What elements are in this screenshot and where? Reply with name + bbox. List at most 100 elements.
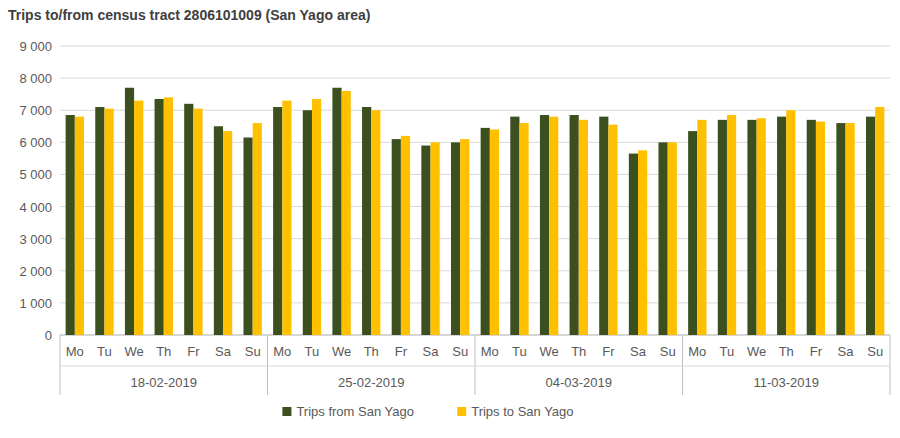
bar [490, 129, 499, 335]
bar [431, 142, 440, 335]
bar [332, 88, 341, 335]
bar [312, 99, 321, 335]
x-tick-label: Fr [810, 344, 823, 359]
bar [460, 139, 469, 335]
x-tick-label: Fr [602, 344, 615, 359]
group-label: 04-03-2019 [546, 375, 613, 390]
title: Trips to/from census tract 2806101009 (S… [8, 7, 370, 23]
bar [777, 117, 786, 335]
group-separator [890, 335, 891, 395]
bar [401, 136, 410, 335]
y-tick-label: 6 000 [19, 135, 52, 150]
y-tick-label: 4 000 [19, 200, 52, 215]
y-tick-label: 2 000 [19, 264, 52, 279]
legend-swatch [282, 407, 291, 416]
bar [481, 128, 490, 335]
group-label: 25-02-2019 [338, 375, 405, 390]
y-tick-label: 3 000 [19, 232, 52, 247]
x-tick-label: Su [867, 344, 883, 359]
x-tick-label: Sa [423, 344, 440, 359]
y-tick-label: 9 000 [19, 39, 52, 54]
x-tick-label: We [747, 344, 766, 359]
group-separator [267, 335, 268, 395]
bar [599, 117, 608, 335]
bar [342, 91, 351, 335]
bar [243, 138, 252, 335]
bar [303, 110, 312, 335]
bar [786, 110, 795, 335]
x-tick-label: Fr [187, 344, 200, 359]
x-tick-label: Mo [273, 344, 291, 359]
bar [816, 121, 825, 335]
x-tick-label: Mo [481, 344, 499, 359]
bar [519, 123, 528, 335]
x-tick-label: Su [245, 344, 261, 359]
group-label: 11-03-2019 [753, 375, 819, 390]
group-separator [682, 335, 683, 395]
bar [164, 97, 173, 335]
bar [757, 118, 766, 335]
y-tick-label: 8 000 [19, 71, 52, 86]
chart: Trips to/from census tract 2806101009 (S… [0, 0, 900, 438]
bar [421, 146, 430, 335]
grid-line [60, 46, 890, 47]
bar [134, 101, 143, 335]
legend-swatch [457, 407, 466, 416]
bar [95, 107, 104, 335]
bar [836, 123, 845, 335]
legend-label: Trips from San Yago [296, 404, 414, 419]
bar [362, 107, 371, 335]
grid-line [60, 78, 890, 79]
x-tick-label: Sa [630, 344, 647, 359]
bar [371, 110, 380, 335]
x-tick-label: Su [452, 344, 468, 359]
bar [540, 115, 549, 335]
x-tick-label: Mo [688, 344, 706, 359]
x-tick-label: Th [779, 344, 794, 359]
bar [727, 115, 736, 335]
bar [688, 131, 697, 335]
x-tick-label: Th [156, 344, 171, 359]
legend: Trips from San YagoTrips to San Yago [282, 404, 573, 419]
x-tick-label: Th [571, 344, 586, 359]
bar [629, 154, 638, 335]
y-tick-label: 1 000 [19, 296, 52, 311]
bar [549, 117, 558, 335]
bar [747, 120, 756, 335]
bar [668, 142, 677, 335]
bar [125, 88, 134, 335]
bar [510, 117, 519, 335]
bars [66, 88, 885, 335]
bar [570, 115, 579, 335]
x-tick-label: Mo [66, 344, 84, 359]
x-tick-label: We [539, 344, 558, 359]
bar [66, 115, 75, 335]
group-separator [60, 335, 61, 395]
bar [75, 117, 84, 335]
bar [193, 109, 202, 335]
bar [104, 109, 113, 335]
bar [658, 142, 667, 335]
bar [807, 120, 816, 335]
x-tick-label: Su [660, 344, 676, 359]
bar [282, 101, 291, 335]
x-tick-label: Th [364, 344, 379, 359]
bar [392, 139, 401, 335]
bar [451, 142, 460, 335]
x-tick-label: Tu [512, 344, 527, 359]
bar [579, 120, 588, 335]
bar [608, 125, 617, 335]
bar [875, 107, 884, 335]
bar [718, 120, 727, 335]
group-divider [60, 366, 890, 367]
bar [253, 123, 262, 335]
group-separator [475, 335, 476, 395]
x-tick-label: Sa [215, 344, 232, 359]
x-tick-label: Sa [838, 344, 855, 359]
y-tick-label: 7 000 [19, 103, 52, 118]
bar [155, 99, 164, 335]
x-tick-label: Tu [720, 344, 735, 359]
x-tick-label: We [332, 344, 351, 359]
y-tick-label: 0 [45, 328, 52, 343]
bar [846, 123, 855, 335]
